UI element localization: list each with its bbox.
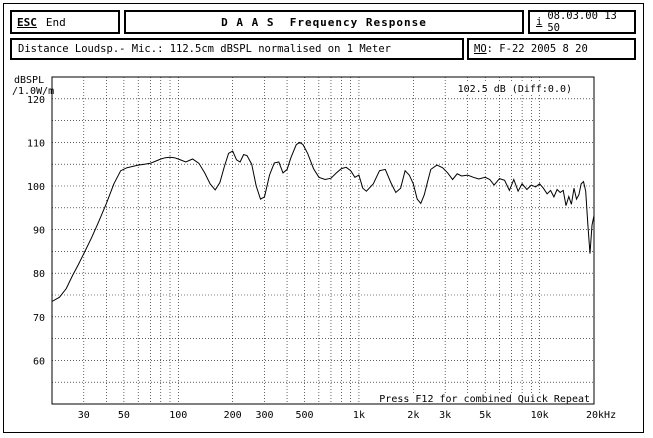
y-axis-unit: /1.0W/m (12, 86, 54, 97)
quick-repeat-hint[interactable]: Press F12 for combined Quick Repeat (379, 394, 590, 405)
memo-key: MO (474, 43, 487, 55)
title-text: D A A S Frequency Response (221, 15, 427, 29)
y-tick-label: 100 (27, 182, 45, 193)
x-tick-label: 500 (296, 410, 314, 421)
window-frame (3, 3, 644, 433)
x-tick-label: 1k (353, 410, 365, 421)
y-axis-label: dBSPL (14, 75, 44, 86)
y-tick-label: 90 (33, 226, 45, 237)
level-annotation: 102.5 dB (Diff:0.0) (458, 84, 572, 95)
x-tick-label: 200 (224, 410, 242, 421)
datetime-box[interactable]: i 08.03.00 13 50 (528, 10, 636, 34)
x-tick-label: 2k (407, 410, 419, 421)
memo-box[interactable]: MO : F-22 2005 8 20 (467, 38, 636, 60)
level-annotation-bg (456, 82, 574, 95)
x-tick-label: 20kHz (586, 410, 616, 421)
x-tick-label: 30 (78, 410, 90, 421)
x-tick-label: 3k (439, 410, 451, 421)
x-tick-label: 50 (118, 410, 130, 421)
end-label: End (45, 15, 66, 29)
info-key: i (536, 16, 543, 28)
y-tick-label: 120 (27, 95, 45, 106)
memo-text: : F-22 2005 8 20 (486, 43, 588, 55)
esc-key-label: ESC (17, 15, 37, 29)
response-curve (51, 141, 595, 302)
y-tick-label: 110 (27, 138, 45, 149)
plot-border (51, 76, 595, 405)
esc-end-button[interactable]: ESC End (10, 10, 120, 34)
x-tick-label: 10k (531, 410, 549, 421)
x-tick-label: 5k (479, 410, 491, 421)
quick-repeat-hint-bg (382, 393, 592, 404)
measurement-info: Distance Loudsp.- Mic.: 112.5cm dBSPL no… (10, 38, 464, 60)
y-tick-label: 60 (33, 356, 45, 367)
y-tick-label: 70 (33, 313, 45, 324)
datetime-text: 08.03.00 13 50 (547, 10, 617, 34)
measurement-text: Distance Loudsp.- Mic.: 112.5cm dBSPL no… (18, 43, 391, 55)
x-tick-label: 300 (255, 410, 273, 421)
y-tick-label: 80 (33, 269, 45, 280)
x-tick-label: 100 (169, 410, 187, 421)
window-title: D A A S Frequency Response (124, 10, 524, 34)
